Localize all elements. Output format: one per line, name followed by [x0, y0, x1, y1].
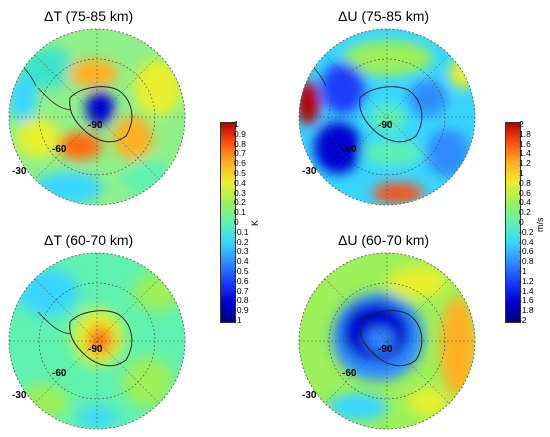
panel-title-dU-low: ΔU (60-70 km) [338, 232, 430, 248]
colorbar-tick-label: -1.8 [519, 305, 534, 316]
colorbar-tick-label: 1.4 [519, 148, 531, 159]
colorbar-tick-label: 0.2 [234, 197, 246, 208]
polar-map-dU-low-svg [298, 252, 476, 430]
polar-map-dT-high-svg [8, 28, 186, 206]
colorbar-tick-label: 1 [519, 168, 524, 178]
colorbar-tick-label: 0.3 [234, 187, 246, 198]
colorbar-wind-unit: m/s [535, 217, 545, 233]
colorbar-wind [505, 122, 521, 323]
colorbar-tick-label: -1.4 [519, 285, 534, 296]
colorbar-tick-label: -1.6 [519, 295, 534, 306]
panel-title-dT-low: ΔT (60-70 km) [44, 232, 134, 248]
colorbar-tick-label: -0.3 [234, 246, 249, 257]
panel-title-dU-high: ΔU (75-85 km) [338, 8, 430, 24]
colorbar-temperature [220, 122, 236, 323]
colorbar-tick-label: -1.2 [519, 275, 534, 286]
colorbar-tick-label: -0.4 [519, 236, 534, 247]
colorbar-tick-label: 0 [519, 217, 524, 227]
lat-label-30: -30 [12, 390, 27, 401]
colorbar-tick-label: -0.6 [234, 275, 249, 286]
colorbar-tick-label: 0.4 [234, 177, 246, 188]
colorbar-tick-label: -0.9 [234, 305, 249, 316]
lat-label-60: -60 [342, 144, 357, 155]
lat-label-60: -60 [52, 144, 67, 155]
colorbar-tick-label: 1 [234, 119, 239, 129]
colorbar-tick-label: 0.7 [234, 148, 246, 159]
pole-label: -90 [378, 344, 393, 355]
colorbar-tick-label: 0.2 [519, 207, 531, 218]
colorbar-tick-label: 1.8 [519, 128, 531, 139]
polar-map-dT-low: -90 -60 -30 [8, 252, 186, 430]
lat-label-60: -60 [342, 368, 357, 379]
colorbar-tick-label: -0.5 [234, 266, 249, 276]
colorbar-temperature-unit: K [250, 219, 260, 226]
colorbar-tick-label: 0 [234, 217, 239, 227]
polar-map-dT-high: -90 -60 -30 [8, 28, 186, 206]
colorbar-tick-label: -2 [519, 315, 527, 325]
colorbar-tick-label: -0.7 [234, 285, 249, 296]
colorbar-tick-label: -0.2 [234, 236, 249, 247]
lat-label-30: -30 [302, 166, 317, 177]
colorbar-tick-label: -1 [234, 315, 242, 325]
polar-map-dT-low-svg [8, 252, 186, 430]
colorbar-tick-label: -0.1 [234, 226, 249, 237]
colorbar-tick-label: 1.6 [519, 138, 531, 149]
colorbar-tick-label: 1.2 [519, 158, 531, 169]
colorbar-tick-label: -0.8 [519, 256, 534, 267]
polar-map-dU-high-svg [298, 28, 476, 206]
polar-map-dU-low: -90 -60 -30 [298, 252, 476, 430]
pole-label: -90 [88, 344, 103, 355]
polar-map-dU-high: -90 -60 -30 [298, 28, 476, 206]
colorbar-tick-label: -1 [519, 266, 527, 276]
colorbar-tick-label: 0.8 [519, 177, 531, 188]
colorbar-tick-label: -0.6 [519, 246, 534, 257]
colorbar-tick-label: 0.8 [234, 138, 246, 149]
lat-label-60: -60 [52, 368, 67, 379]
colorbar-tick-label: 0.6 [519, 187, 531, 198]
colorbar-tick-label: 0.6 [234, 158, 246, 169]
pole-label: -90 [378, 120, 393, 131]
colorbar-tick-label: 0.1 [234, 207, 246, 218]
pole-label: -90 [88, 120, 103, 131]
colorbar-tick-label: 0.5 [234, 168, 246, 178]
colorbar-tick-label: -0.2 [519, 226, 534, 237]
colorbar-tick-label: 2 [519, 119, 524, 129]
lat-label-30: -30 [302, 390, 317, 401]
panel-title-dT-high: ΔT (75-85 km) [44, 8, 134, 24]
colorbar-tick-label: -0.8 [234, 295, 249, 306]
colorbar-tick-label: 0.9 [234, 128, 246, 139]
lat-label-30: -30 [12, 166, 27, 177]
colorbar-tick-label: 0.4 [519, 197, 531, 208]
colorbar-tick-label: -0.4 [234, 256, 249, 267]
